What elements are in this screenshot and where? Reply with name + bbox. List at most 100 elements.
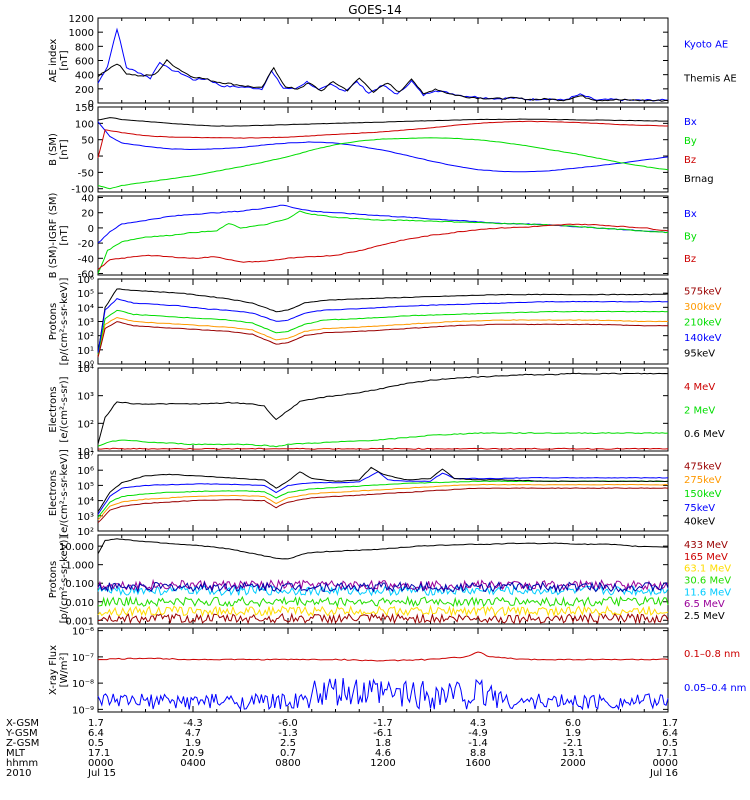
x-table-cell: 1200 [370,758,395,769]
y-tick-label: -20 [78,239,94,250]
x-table-cell: 4.7 [185,728,201,739]
y-tick-label: 10⁶ [77,275,94,286]
y-tick-label: 0.001 [65,616,94,627]
y-tick-label: 10³ [77,318,94,329]
series-line-bx [97,204,669,244]
y-axis-label: X-ray Flux[W/m²] [48,645,70,695]
y-axis-label-line: Protons [48,303,59,340]
y-tick-label: 10⁴ [77,303,94,314]
series-line-6-5-mev [97,578,669,592]
series-line-themis-ae [97,59,668,102]
x-table-cell: 0.5 [88,738,104,749]
y-tick-label: 40 [81,194,94,205]
x-table-cell: -2.1 [563,738,583,749]
y-tick-label: 10⁶ [77,466,94,477]
y-axis-label-line: B (SM)-IGRF (SM) [48,193,59,279]
x-table-row-label: Z-GSM [6,738,39,749]
y-tick-label: 10¹ [77,346,94,357]
series-line-4-mev [97,447,669,450]
legend-item: 11.6 MeV [684,587,731,598]
y-axis-label: B (SM)-IGRF (SM)[nT] [48,193,70,279]
y-tick-label: 1200 [69,14,94,25]
series-line-40kev [97,466,669,513]
legend-item: 575keV [684,287,722,298]
y-tick-label: 600 [75,57,94,68]
x-table-cell: 17.1 [88,748,110,759]
x-table-cell: 0.7 [280,748,296,759]
series-line-by [97,137,669,190]
y-axis-label-line: AE index [48,39,59,83]
legend-item: 40keV [684,517,715,528]
series-line-kyoto-ae [97,27,669,102]
series-line-2-mev [97,432,669,448]
y-axis-label: Electrons[e/(cm²-s-sr)] [48,376,70,442]
panel-b_igrf: 40 20 0 -20 -40 -60 B (SM)-IGRF (SM)[nT] Bx By Bz [48,193,697,281]
y-tick-label: 800 [75,42,94,53]
x-table-cell: 6.4 [662,728,678,739]
y-tick-label: 0.100 [65,579,94,590]
y-axis-label-line: [p/(cm²-s-sr-keV)] [59,536,70,624]
y-axis-label: Protons[p/(cm²-s-sr-keV)] [48,536,70,624]
y-axis-label-line: Electrons [48,470,59,516]
x-table-cell: 0800 [275,758,300,769]
x-table-cell: 0400 [180,758,205,769]
x-table-cell: 2.5 [280,738,296,749]
series-line-0-1-0-8-nm [97,651,669,662]
y-tick-label: 10³ [77,512,94,523]
series-line-bx [97,121,669,173]
y-tick-label: 10⁻⁸ [72,679,94,690]
y-tick-label: 10¹ [77,447,94,458]
y-tick-label: 100 [75,119,94,130]
x-table-cell: -6.0 [278,718,298,729]
panel-frame [97,627,669,713]
legend-item: Kyoto AE [684,40,728,51]
y-tick-label: 10⁵ [77,481,94,492]
panel-frame [97,195,669,276]
y-tick-label: 10⁻⁶ [72,627,94,638]
legend-item: 433 MeV [684,540,728,551]
y-axis-label-line: X-ray Flux [48,645,59,695]
series-line-140kev [97,298,669,353]
x-table-row-label: Y-GSM [5,728,38,739]
panel-xray: 10⁻⁶10⁻⁷10⁻⁸10⁻⁹X-ray Flux[W/m²] 0.1–0.8 … [48,627,746,717]
legend-item: Bz [684,254,696,265]
y-tick-label: 10⁵ [77,289,94,300]
x-table-cell: -1.3 [278,728,298,739]
x-table-cell: 4.3 [470,718,486,729]
legend-item: 150keV [684,489,722,500]
series-line-165-mev [97,612,669,625]
legend-item: 2.5 MeV [684,611,725,622]
series-line-0-05-0-4-nm [97,678,669,711]
legend-item: 475keV [684,461,722,472]
legend-item: By [684,136,697,147]
y-tick-label: 10⁰ [77,360,94,371]
panel-ae: 1200 1000 800 600 400 200 0 AE index[nT] Kyoto A… [48,14,737,110]
x-table-row-label: 2010 [6,768,31,779]
y-axis-label: B (SM)[nT] [48,133,70,166]
series-line-210kev [97,309,669,355]
series-line-bz [97,120,668,158]
panel-b_sm: 150 100 50 0 -50 -100 B (SM)[nT] Bx By Bz Brnag [48,103,714,196]
x-table-cell: 0.5 [662,738,678,749]
legend-item: 30.6 MeV [684,576,731,587]
series-line-63-1-mev [97,604,669,618]
x-table-cell: 1.9 [185,738,201,749]
y-tick-label: 10⁷ [77,451,94,462]
legend-item: 300keV [684,302,722,313]
y-tick-label: 10² [77,527,94,538]
y-axis-label-line: Electrons [48,386,59,432]
legend-item: 210keV [684,318,722,329]
legend-item: 6.5 MeV [684,599,725,610]
legend-item: Bx [684,209,697,220]
x-table-cell: 1.7 [88,718,104,729]
panel-frame [97,17,669,104]
y-axis-label-line: [nT] [59,225,70,245]
x-table-cell: -1.4 [468,738,488,749]
series-line-300kev [97,316,669,356]
y-axis-label-line: [nT] [59,139,70,159]
panel-frame [97,278,669,365]
x-table-row-label: X-GSM [6,718,39,729]
legend-item: Brnag [684,174,714,185]
